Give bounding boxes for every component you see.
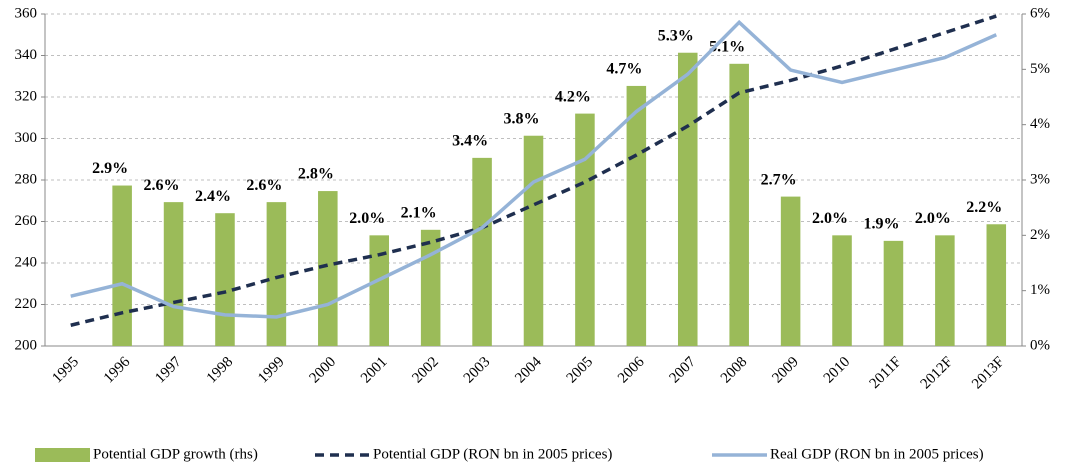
- y2-tick-label: 6%: [1030, 5, 1050, 21]
- bar: [163, 202, 184, 346]
- value-label: 4.2%: [555, 88, 591, 105]
- legend-label: Real GDP (RON bn in 2005 prices): [770, 446, 984, 462]
- y-tick-label: 220: [15, 296, 38, 312]
- x-tick-label: 2002: [409, 354, 442, 387]
- value-label: 3.8%: [504, 110, 540, 127]
- bar: [883, 240, 904, 346]
- value-label: 4.7%: [606, 61, 642, 78]
- y2-tick-label: 0%: [1030, 337, 1050, 353]
- bar: [935, 235, 955, 346]
- bar: [472, 157, 492, 346]
- x-tick-label: 2011F: [867, 354, 905, 392]
- line: [70, 14, 997, 327]
- legend-label: Potential GDP (RON bn in 2005 prices): [373, 446, 612, 462]
- value-label: 2.4%: [195, 188, 231, 205]
- bar: [986, 224, 1007, 346]
- y2-tick-label: 5%: [1030, 61, 1050, 77]
- x-tick-label: 2004: [512, 354, 545, 387]
- value-label: 2.8%: [298, 166, 334, 183]
- value-label: 2.6%: [144, 177, 180, 194]
- bar: [780, 196, 801, 346]
- x-tick-label: 2012F: [918, 354, 956, 392]
- value-label: 1.9%: [863, 216, 899, 233]
- bar: [318, 191, 338, 346]
- y2-tick-label: 2%: [1030, 227, 1050, 243]
- y2-tick-label: 1%: [1030, 282, 1050, 298]
- line: [70, 19, 997, 319]
- bar: [832, 235, 852, 346]
- x-tick-label: 2006: [615, 354, 648, 387]
- value-label: 2.7%: [761, 171, 797, 188]
- bar: [677, 52, 698, 346]
- value-label: 2.6%: [246, 177, 282, 194]
- bar: [523, 135, 544, 346]
- legend-swatch: [35, 448, 90, 462]
- value-label: 2.2%: [966, 199, 1002, 216]
- x-tick-label: 2007: [666, 354, 699, 387]
- bar: [215, 213, 235, 346]
- x-tick-label: 1997: [152, 354, 185, 387]
- value-label: 2.1%: [401, 204, 437, 221]
- value-label: 2.9%: [92, 160, 128, 177]
- y2-tick-label: 3%: [1030, 171, 1050, 187]
- bar: [420, 229, 441, 346]
- bar: [112, 185, 132, 346]
- value-label: 2.0%: [812, 210, 848, 227]
- y-tick-label: 320: [15, 88, 38, 104]
- x-tick-label: 1999: [255, 354, 288, 387]
- bar: [575, 113, 595, 346]
- x-tick-label: 2008: [718, 354, 751, 387]
- bar: [626, 85, 647, 346]
- bar: [369, 235, 390, 346]
- x-tick-label: 1998: [204, 354, 237, 387]
- y-tick-label: 300: [15, 130, 38, 146]
- y-tick-label: 280: [15, 171, 38, 187]
- y-tick-label: 360: [15, 5, 38, 21]
- value-label: 5.3%: [658, 27, 694, 44]
- x-tick-label: 2013F: [969, 354, 1007, 392]
- value-label: 3.4%: [452, 133, 488, 150]
- bar: [266, 202, 287, 346]
- y2-tick-label: 4%: [1030, 116, 1050, 132]
- value-label: 2.0%: [349, 210, 385, 227]
- y-tick-label: 340: [15, 47, 38, 63]
- y-tick-label: 200: [15, 337, 38, 353]
- x-tick-label: 1995: [49, 354, 82, 387]
- y-tick-label: 260: [15, 213, 38, 229]
- x-tick-label: 2010: [821, 354, 854, 387]
- bar: [729, 63, 749, 347]
- x-tick-label: 2003: [461, 354, 494, 387]
- value-label: 2.0%: [915, 210, 951, 227]
- y-tick-label: 240: [15, 254, 38, 270]
- x-tick-label: 1996: [101, 354, 134, 387]
- x-tick-label: 2005: [564, 354, 597, 387]
- x-tick-label: 2009: [769, 354, 802, 387]
- x-tick-label: 2001: [358, 354, 391, 387]
- legend-label: Potential GDP growth (rhs): [93, 446, 258, 462]
- x-tick-label: 2000: [307, 354, 340, 387]
